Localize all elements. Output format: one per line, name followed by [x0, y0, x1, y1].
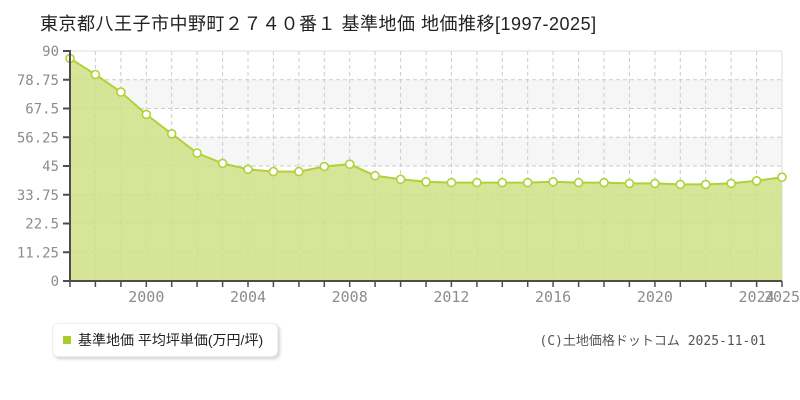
- svg-text:2020: 2020: [637, 288, 673, 306]
- svg-text:2000: 2000: [128, 288, 164, 306]
- svg-text:2004: 2004: [230, 288, 266, 306]
- svg-text:90: 90: [42, 44, 59, 60]
- chart-title: 東京都八王子市中野町２７４０番１ 基準地価 地価推移[1997-2025]: [40, 14, 597, 34]
- svg-text:78.75: 78.75: [17, 73, 59, 89]
- copyright-note: (C)土地価格ドットコム 2025-11-01: [539, 334, 766, 349]
- svg-text:56.25: 56.25: [17, 130, 59, 146]
- svg-text:2008: 2008: [332, 288, 368, 306]
- legend-box: 基準地価 平均坪単価(万円/坪): [52, 323, 279, 357]
- svg-text:11.25: 11.25: [17, 245, 59, 261]
- svg-text:2025: 2025: [764, 288, 800, 306]
- legend-series-bullet-icon: [63, 336, 71, 344]
- legend-series-label: 基準地価 平均坪単価(万円/坪): [78, 332, 264, 348]
- svg-text:22.5: 22.5: [25, 217, 59, 233]
- svg-text:2016: 2016: [535, 288, 571, 306]
- svg-text:45: 45: [42, 159, 59, 175]
- price-trend-area-chart: 0 11.25 22.5 33.75 45 56.25 67.5 78.75 90 2000 200…: [17, 44, 800, 306]
- svg-text:2012: 2012: [433, 288, 469, 306]
- svg-text:67.5: 67.5: [25, 102, 59, 118]
- svg-text:2024: 2024: [739, 288, 775, 306]
- svg-text:0: 0: [51, 274, 59, 290]
- svg-text:33.75: 33.75: [17, 188, 59, 204]
